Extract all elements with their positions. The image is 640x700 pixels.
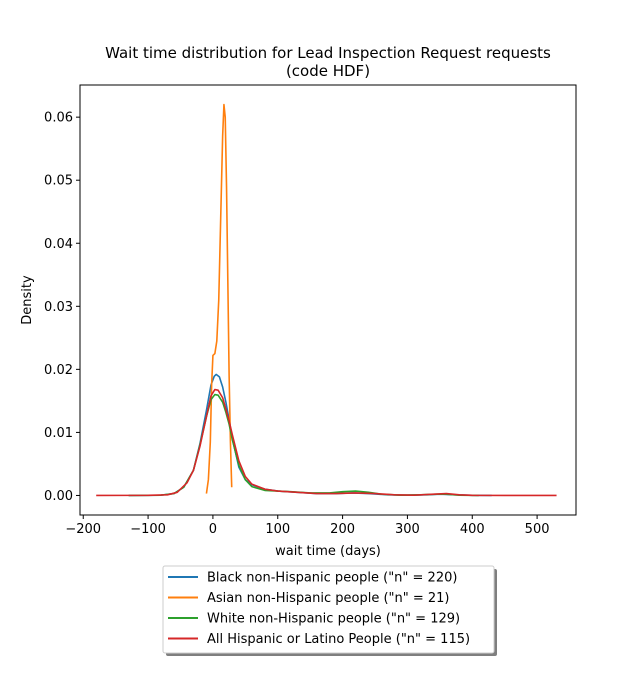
legend: Black non-Hispanic people ("n" = 220) Asi… [162,565,497,656]
chart-title-line-2: (code HDF) [286,62,370,80]
x-axis-label: wait time (days) [275,544,381,559]
legend-box [162,565,495,654]
axis-ticks: −200 −100 0 100 200 300 400 500 0.00 0.01 0.02 0.03… [44,111,549,537]
x-tick-label: −200 [65,522,101,537]
legend-entry-label: White non-Hispanic people ("n" = 129) [207,612,460,627]
y-tick-label: 0.01 [44,426,73,441]
x-tick-label: 300 [395,522,420,537]
x-tick-label: 0 [209,522,217,537]
series-line [128,373,492,497]
chart-title-line-1: Wait time distribution for Lead Inspecti… [105,44,551,62]
x-tick-label: 200 [330,522,355,537]
legend-entry-label: Asian non-Hispanic people ("n" = 21) [207,591,450,606]
legend-entry-label: Black non-Hispanic people ("n" = 220) [207,571,457,586]
series-line [96,388,557,497]
y-tick-label: 0.04 [44,237,73,252]
y-tick-label: 0.02 [44,363,73,378]
y-tick-label: 0.00 [44,489,73,504]
y-axis-label: Density [20,275,35,325]
series-line [128,393,479,497]
x-tick-label: 100 [265,522,290,537]
series-line [205,103,233,494]
plot-area-frame [79,84,577,516]
y-tick-label: 0.06 [44,111,73,126]
x-tick-label: 400 [460,522,485,537]
y-tick-label: 0.03 [44,300,73,315]
x-tick-label: 500 [525,522,550,537]
y-tick-label: 0.05 [44,174,73,189]
legend-entry-label: All Hispanic or Latino People ("n" = 115… [207,632,470,647]
x-tick-label: −100 [130,522,166,537]
series-lines [96,103,557,497]
